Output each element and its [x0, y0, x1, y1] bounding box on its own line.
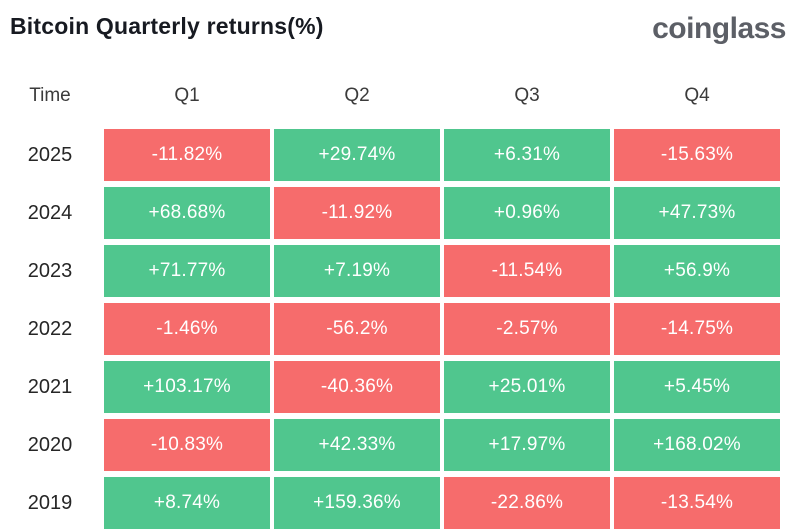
return-cell: -11.54% [444, 245, 610, 297]
topbar: Bitcoin Quarterly returns(%) coinglass [0, 0, 800, 62]
return-cell: -13.54% [614, 477, 780, 529]
table-row: 2022 -1.46% -56.2% -2.57% -14.75% [0, 303, 780, 355]
return-cell: +42.33% [274, 419, 440, 471]
return-cell: +17.97% [444, 419, 610, 471]
return-cell: +47.73% [614, 187, 780, 239]
column-header-q4: Q4 [684, 84, 710, 106]
return-cell: -1.46% [104, 303, 270, 355]
return-cell: +8.74% [104, 477, 270, 529]
return-cell: -56.2% [274, 303, 440, 355]
return-cell: +7.19% [274, 245, 440, 297]
table-body: 2025 -11.82% +29.74% +6.31% -15.63% 2024 +68.6… [0, 129, 780, 529]
year-label: 2020 [27, 433, 73, 456]
column-header-q1: Q1 [174, 84, 200, 106]
return-cell: +29.74% [274, 129, 440, 181]
coinglass-logo[interactable]: coinglass [652, 12, 786, 45]
year-label: 2022 [27, 317, 73, 340]
table-row: 2019 +8.74% +159.36% -22.86% -13.54% [0, 477, 780, 529]
table-row: 2021 +103.17% -40.36% +25.01% +5.45% [0, 361, 780, 413]
table-row: 2020 -10.83% +42.33% +17.97% +168.02% [0, 419, 780, 471]
return-cell: +103.17% [104, 361, 270, 413]
return-cell: +6.31% [444, 129, 610, 181]
return-cell: -40.36% [274, 361, 440, 413]
year-label: 2024 [27, 201, 73, 224]
column-header-time: Time [29, 84, 71, 106]
year-label: 2021 [27, 375, 73, 398]
return-cell: +5.45% [614, 361, 780, 413]
page-title: Bitcoin Quarterly returns(%) [10, 13, 324, 39]
return-cell: -10.83% [104, 419, 270, 471]
return-cell: +159.36% [274, 477, 440, 529]
return-cell: -22.86% [444, 477, 610, 529]
column-header-q2: Q2 [344, 84, 370, 106]
return-cell: -11.92% [274, 187, 440, 239]
column-header-q3: Q3 [514, 84, 540, 106]
returns-table: Time Q1 Q2 Q3 Q4 2025 -11.82% +29.74% +6.31… [0, 62, 780, 529]
return-cell: +68.68% [104, 187, 270, 239]
table-row: 2024 +68.68% -11.92% +0.96% +47.73% [0, 187, 780, 239]
return-cell: +0.96% [444, 187, 610, 239]
return-cell: -14.75% [614, 303, 780, 355]
return-cell: +168.02% [614, 419, 780, 471]
year-label: 2023 [27, 259, 73, 282]
table-row: 2025 -11.82% +29.74% +6.31% -15.63% [0, 129, 780, 181]
return-cell: +25.01% [444, 361, 610, 413]
table-row: 2023 +71.77% +7.19% -11.54% +56.9% [0, 245, 780, 297]
year-label: 2025 [27, 143, 73, 166]
return-cell: -11.82% [104, 129, 270, 181]
year-label: 2019 [27, 491, 73, 514]
return-cell: +71.77% [104, 245, 270, 297]
table-header-row: Time Q1 Q2 Q3 Q4 [0, 62, 780, 129]
return-cell: -2.57% [444, 303, 610, 355]
return-cell: +56.9% [614, 245, 780, 297]
return-cell: -15.63% [614, 129, 780, 181]
